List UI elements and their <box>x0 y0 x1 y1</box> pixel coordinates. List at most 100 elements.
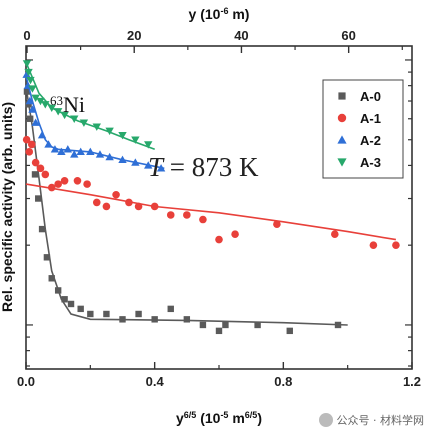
data-point-A-2 <box>118 155 127 164</box>
fit-line-A-3 <box>25 61 155 151</box>
data-point-A-1 <box>41 170 50 179</box>
data-point-A-0 <box>222 321 229 329</box>
data-point-A-0 <box>103 310 110 318</box>
data-point-A-3 <box>31 94 40 102</box>
data-point-A-3 <box>41 101 50 109</box>
legend-label-A-0: A-0 <box>360 89 381 104</box>
data-point-A-0 <box>54 287 62 294</box>
data-point-A-3 <box>28 85 37 93</box>
data-point-A-1 <box>25 148 34 156</box>
data-point-A-0 <box>286 327 293 335</box>
legend-box <box>322 79 404 179</box>
data-point-A-1 <box>273 220 281 229</box>
data-point-A-0 <box>38 225 46 233</box>
data-point-A-0 <box>135 310 142 318</box>
data-point-A-0 <box>254 321 261 329</box>
legend: A-0 A-1 A-2 A-3 <box>322 79 404 179</box>
data-point-A-1 <box>22 135 31 144</box>
watermark-text: 公众号 · 材料学网 <box>336 414 425 427</box>
x-axis-title: y6/5 (10-5 m6/5) <box>176 410 262 426</box>
data-point-A-3 <box>60 111 69 120</box>
data-point-A-0 <box>334 321 342 329</box>
data-point-A-2 <box>70 150 79 158</box>
data-point-A-0 <box>31 171 39 178</box>
data-point-A-2 <box>28 105 37 113</box>
data-point-A-1 <box>166 211 175 219</box>
data-point-A-3 <box>47 104 56 112</box>
data-point-A-0 <box>23 88 31 95</box>
data-point-A-0 <box>61 296 68 303</box>
data-point-A-1 <box>54 180 62 188</box>
x-tick-label: 1.2 <box>403 374 421 389</box>
data-point-A-0 <box>43 254 51 261</box>
data-point-A-1 <box>331 230 339 239</box>
legend-marker-A-1 <box>337 113 347 123</box>
data-point-A-2 <box>95 150 105 158</box>
temperature-label: T = 873 K <box>148 152 259 182</box>
data-point-A-3 <box>105 127 114 136</box>
data-point-A-0 <box>67 300 75 308</box>
data-point-A-3 <box>92 123 101 131</box>
series-A-0 <box>23 86 348 335</box>
axis-ticks: 0.0 0.4 0.8 1.2 0 20 40 60 <box>17 28 421 389</box>
data-point-A-2 <box>31 118 40 126</box>
data-point-A-3 <box>144 141 153 149</box>
data-point-A-1 <box>150 202 159 211</box>
series-A-3 <box>22 60 155 151</box>
chart-marks <box>22 60 400 335</box>
data-point-A-0 <box>26 115 34 122</box>
data-point-A-1 <box>92 198 101 207</box>
data-point-A-1 <box>215 235 223 244</box>
data-point-A-3 <box>118 132 127 140</box>
data-point-A-0 <box>119 316 126 323</box>
data-point-A-1 <box>73 176 82 185</box>
y-axis-title: Rel. specific activity (arb. units) <box>0 102 15 312</box>
data-point-A-2 <box>22 70 31 78</box>
data-point-A-1 <box>369 241 378 249</box>
data-point-A-1 <box>60 176 69 185</box>
data-point-A-0 <box>167 305 174 313</box>
data-point-A-1 <box>31 158 40 167</box>
data-point-A-3 <box>53 108 63 116</box>
legend-label-A-1: A-1 <box>360 111 381 126</box>
data-point-A-1 <box>27 140 36 149</box>
data-point-A-0 <box>35 195 42 202</box>
data-point-A-2 <box>37 131 47 139</box>
data-point-A-2 <box>50 145 60 153</box>
legend-marker-A-2 <box>337 135 347 144</box>
top-tick-label: 60 <box>341 28 355 43</box>
data-point-A-0 <box>151 316 158 323</box>
data-point-A-3 <box>24 68 33 77</box>
data-point-A-1 <box>199 215 207 224</box>
fit-line-A-1 <box>25 183 397 241</box>
data-point-A-2 <box>156 164 166 172</box>
data-point-A-1 <box>83 180 91 188</box>
wechat-icon <box>318 413 333 427</box>
legend-marker-A-0 <box>338 92 346 100</box>
data-point-A-2 <box>131 158 140 166</box>
fit-line-A-2 <box>25 75 165 170</box>
data-point-A-3 <box>22 60 32 68</box>
data-point-A-0 <box>48 275 55 282</box>
data-point-A-0 <box>199 321 207 329</box>
data-point-A-0 <box>87 310 94 318</box>
data-point-A-2 <box>144 161 153 169</box>
data-point-A-2 <box>57 147 66 156</box>
data-point-A-0 <box>183 316 191 323</box>
top-tick-label: 0 <box>23 28 30 43</box>
legend-label-A-2: A-2 <box>360 133 381 148</box>
data-point-A-1 <box>392 241 400 249</box>
data-point-A-2 <box>25 96 35 105</box>
data-point-A-1 <box>102 202 111 211</box>
x-tick-label: 0.8 <box>274 374 292 389</box>
data-point-A-1 <box>112 190 120 199</box>
legend-label-A-3: A-3 <box>360 155 381 170</box>
data-point-A-1 <box>231 230 239 239</box>
data-point-A-1 <box>183 211 191 219</box>
data-point-A-1 <box>36 164 45 173</box>
isotope-label: 63Ni <box>50 92 85 117</box>
top-tick-label: 20 <box>127 28 141 43</box>
data-point-A-3 <box>70 115 79 123</box>
data-point-A-0 <box>215 327 223 335</box>
data-point-A-0 <box>77 305 84 313</box>
